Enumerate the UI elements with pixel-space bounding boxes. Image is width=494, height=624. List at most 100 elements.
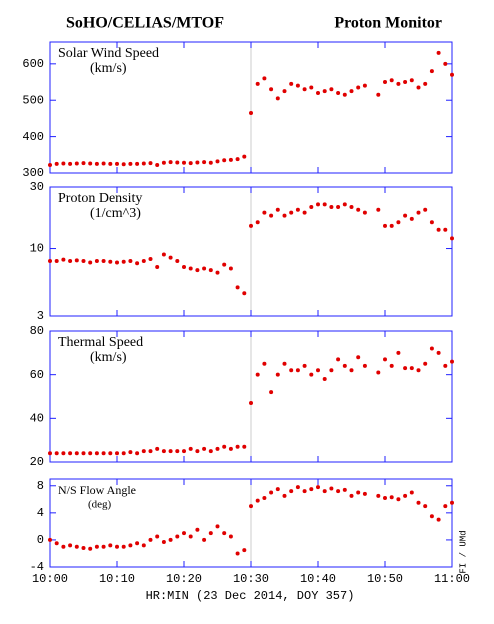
data-point xyxy=(302,363,307,368)
data-point xyxy=(108,161,113,166)
data-point xyxy=(255,81,260,86)
data-point xyxy=(128,450,133,455)
data-point xyxy=(195,160,200,165)
data-point xyxy=(48,537,52,542)
data-point xyxy=(208,449,213,454)
y-tick-label: 40 xyxy=(30,412,44,426)
data-point xyxy=(450,236,454,241)
data-point xyxy=(161,449,166,454)
panel-unit: (km/s) xyxy=(90,350,127,365)
data-point xyxy=(54,259,59,264)
data-point xyxy=(450,359,454,364)
data-point xyxy=(389,223,394,228)
data-point xyxy=(74,544,79,549)
data-point xyxy=(436,350,441,355)
data-point xyxy=(135,541,140,546)
data-point xyxy=(295,368,300,373)
data-point xyxy=(450,500,454,505)
data-point xyxy=(161,160,166,165)
data-point xyxy=(316,90,320,95)
data-point xyxy=(376,370,381,375)
data-point xyxy=(88,161,93,166)
data-point xyxy=(450,72,454,77)
data-point xyxy=(249,401,253,406)
data-point xyxy=(148,537,153,542)
data-point xyxy=(282,493,287,498)
data-point xyxy=(423,361,428,366)
data-point xyxy=(416,500,421,505)
data-point xyxy=(403,213,408,218)
data-point xyxy=(289,368,294,373)
data-point xyxy=(336,357,341,362)
data-point xyxy=(362,491,367,496)
data-point xyxy=(329,368,334,373)
data-point xyxy=(443,227,448,232)
data-point xyxy=(141,543,146,548)
data-point xyxy=(309,487,314,492)
data-point xyxy=(289,81,294,86)
data-point xyxy=(235,444,240,449)
data-point xyxy=(202,266,207,271)
x-tick-label: 10:50 xyxy=(367,572,403,586)
y-tick-label: 500 xyxy=(22,93,44,107)
data-point xyxy=(282,213,287,218)
data-point xyxy=(188,534,193,539)
data-point xyxy=(362,210,367,215)
data-point xyxy=(356,85,361,90)
data-point xyxy=(356,490,361,495)
data-point xyxy=(182,160,186,165)
data-point xyxy=(436,227,441,232)
data-point xyxy=(88,546,93,551)
data-point xyxy=(215,159,220,164)
data-point xyxy=(322,89,327,94)
data-point xyxy=(389,363,394,368)
data-point xyxy=(329,87,334,92)
data-point xyxy=(128,259,133,264)
x-tick-label: 10:30 xyxy=(233,572,269,586)
data-point xyxy=(242,548,247,553)
data-point xyxy=(182,264,186,269)
data-point xyxy=(68,543,73,548)
data-point xyxy=(121,162,126,167)
data-point xyxy=(121,259,126,264)
data-point xyxy=(208,268,213,273)
data-point xyxy=(342,202,347,207)
data-point xyxy=(262,361,267,366)
data-point xyxy=(295,207,300,212)
panel-title: Thermal Speed xyxy=(58,335,143,350)
data-point xyxy=(94,161,99,166)
data-point xyxy=(262,76,267,81)
panel-unit: (km/s) xyxy=(90,61,127,76)
data-point xyxy=(48,451,52,456)
data-point xyxy=(94,259,99,264)
data-point xyxy=(249,504,253,509)
panel-unit: (deg) xyxy=(88,499,112,511)
data-point xyxy=(423,504,428,509)
data-point xyxy=(396,81,401,86)
data-point xyxy=(148,161,153,166)
data-point xyxy=(275,372,280,377)
data-point xyxy=(74,161,79,166)
y-tick-label: 10 xyxy=(30,242,44,256)
data-point xyxy=(383,80,387,85)
data-point xyxy=(389,78,394,83)
data-point xyxy=(443,363,448,368)
data-point xyxy=(403,80,408,85)
data-point xyxy=(155,162,160,167)
data-point xyxy=(275,207,280,212)
data-point xyxy=(275,487,280,492)
data-point xyxy=(342,363,347,368)
data-point xyxy=(235,551,240,556)
data-point xyxy=(115,544,119,549)
data-point xyxy=(175,259,180,264)
data-point xyxy=(316,202,320,207)
data-point xyxy=(289,489,294,494)
data-point xyxy=(81,546,86,551)
y-tick-label: 3 xyxy=(37,309,44,323)
data-point xyxy=(329,486,334,491)
data-point xyxy=(195,449,200,454)
data-point xyxy=(282,361,287,366)
data-point xyxy=(416,210,421,215)
data-point xyxy=(443,61,448,66)
